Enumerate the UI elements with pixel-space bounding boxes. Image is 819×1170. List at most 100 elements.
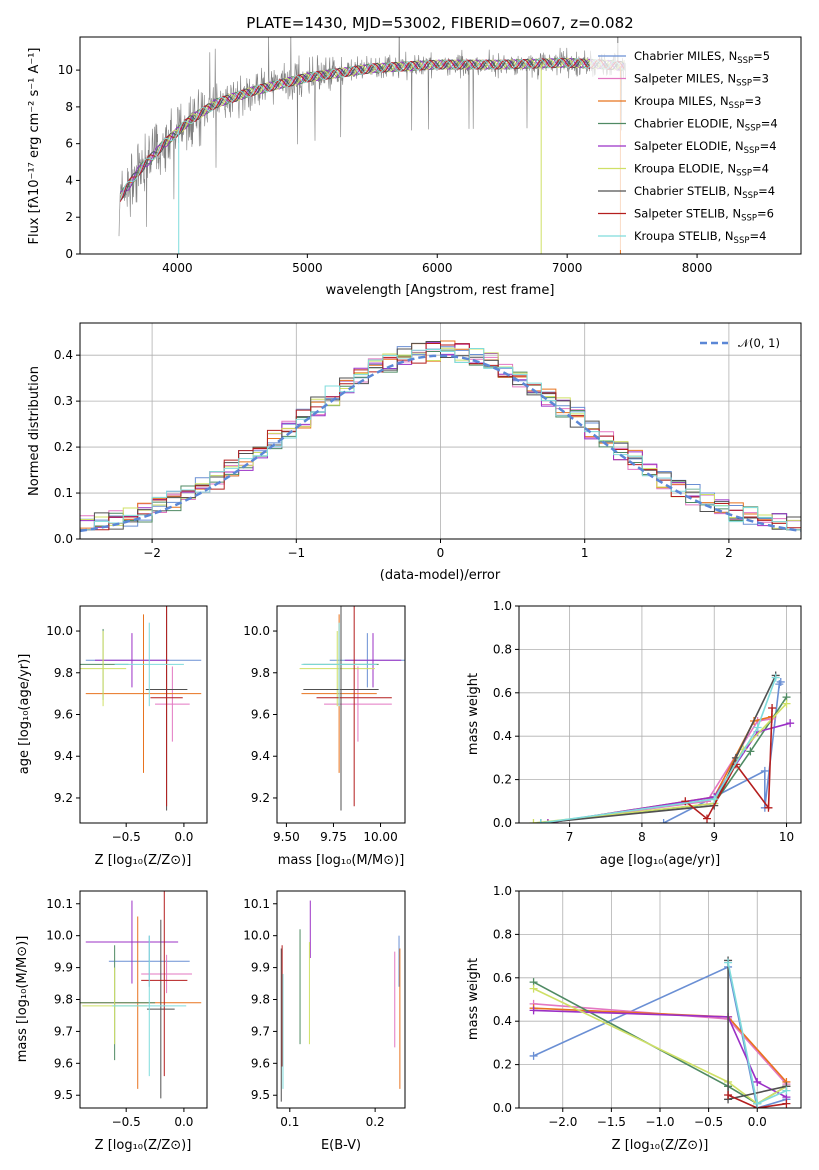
- residual-xtick-label: 0: [437, 546, 445, 560]
- residual-xtick-label: −1: [287, 546, 305, 560]
- weight-vs-age-panel: 7 8 9 10 0.0 0.2 0.4 0.6 0.8 1.0 age [log₁₀(age/y…: [466, 599, 802, 868]
- weight-vs-z-xtick-label: −1.5: [597, 1115, 626, 1129]
- age-vs-mass-ytick-label: 9.6: [251, 708, 270, 722]
- mass-vs-z-panel: −0.5 0.0 9.5 9.6 9.7 9.8 9.9 10.0 10.1 Z [log₁₀(…: [15, 890, 208, 1153]
- spectrum-xtick-label: 7000: [552, 261, 583, 275]
- mass-vs-z-frame: [79, 890, 208, 1109]
- weight-vs-age-ticks: 7 8 9 10 0.0 0.2 0.4 0.6 0.8 1.0: [493, 599, 794, 844]
- legend-label: Chabrier ELODIE, NSSP=4: [634, 117, 778, 134]
- weight-vs-age-point-marker: [659, 819, 668, 823]
- mass-vs-ebv-xtick-label: 0.1: [280, 1115, 299, 1129]
- mass-vs-ebv-ytick-label: 10.0: [243, 929, 270, 943]
- weight-vs-age-point-marker: [710, 795, 719, 804]
- weight-vs-z-frame: [518, 890, 802, 1109]
- weight-vs-age-point-marker: [771, 673, 780, 682]
- legend-label: Kroupa ELODIE, NSSP=4: [634, 162, 769, 179]
- mass-vs-z-ytick-label: 9.6: [54, 1056, 73, 1070]
- residual-ytick-label: 0.0: [54, 532, 73, 546]
- model-spectrum-line: [119, 57, 625, 200]
- model-spectrum-line: [165, 57, 625, 147]
- mass-vs-z-ytick-label: 10.1: [46, 897, 73, 911]
- mass-vs-z-ylabel: mass [log₁₀(M/M⊙)]: [15, 936, 30, 1063]
- spectrum-xtick-label: 4000: [162, 261, 193, 275]
- age-vs-z-ylabel: age [log₁₀(age/yr)]: [17, 654, 32, 775]
- legend-label: Salpeter STELIB, NSSP=6: [634, 207, 774, 224]
- weight-vs-age-point-marker: [753, 723, 762, 732]
- mass-vs-ebv-frame: [276, 890, 406, 1109]
- legend-label: Chabrier MILES, NSSP=5: [634, 49, 770, 66]
- weight-vs-age-ytick-label: 0.0: [493, 816, 512, 830]
- spectrum-panel: PLATE=1430, MJD=53002, FIBERID=0607, z=0…: [27, 14, 802, 298]
- weight-vs-z-xlabel: Z [log₁₀(Z/Z⊙)]: [612, 1138, 709, 1153]
- weight-vs-z-point-marker: [753, 1077, 762, 1086]
- spectrum-xtick-label: 6000: [422, 261, 453, 275]
- mass-vs-z-plot-area: [80, 891, 202, 1099]
- age-vs-mass-frame: [276, 605, 406, 824]
- spectrum-ytick-label: 4: [65, 173, 73, 187]
- age-vs-z-ytick-label: 10.0: [46, 624, 73, 638]
- age-vs-z-xtick-label: −0.5: [112, 830, 141, 844]
- legend-gaussian-label: 𝒩(0, 1): [738, 336, 780, 350]
- residual-panel: −2 −1 0 1 2 0.0 0.1 0.2 0.3 0.4 (data-model)/erro…: [27, 322, 802, 583]
- residual-ytick-label: 0.2: [54, 440, 73, 454]
- weight-vs-age-ytick-label: 0.4: [493, 729, 512, 743]
- mass-vs-ebv-panel: 0.1 0.2 9.5 9.6 9.7 9.8 9.9 10.0 10.1 E(B-V): [243, 890, 406, 1153]
- age-vs-mass-ytick-label: 10.0: [243, 624, 270, 638]
- legend-label: Kroupa MILES, NSSP=3: [634, 94, 761, 111]
- mass-vs-z-ytick-label: 9.5: [54, 1088, 73, 1102]
- age-vs-z-ticks: −0.5 0.0 9.2 9.4 9.6 9.8 10.0: [46, 624, 193, 844]
- residual-plot-area: [80, 340, 801, 533]
- residual-ytick-label: 0.3: [54, 394, 73, 408]
- age-vs-mass-xtick-label: 9.50: [273, 830, 300, 844]
- residual-frame: [79, 322, 802, 540]
- residual-xtick-label: −2: [143, 546, 161, 560]
- mass-vs-ebv-ytick-label: 9.9: [251, 961, 270, 975]
- age-vs-mass-ytick-label: 9.4: [251, 749, 270, 763]
- residual-legend: 𝒩(0, 1): [700, 336, 780, 350]
- weight-vs-z-xtick-label: −2.0: [548, 1115, 577, 1129]
- weight-vs-z-point-marker: [724, 958, 733, 967]
- weight-vs-z-ytick-label: 0.6: [493, 971, 512, 985]
- age-vs-mass-xtick-label: 9.75: [320, 830, 347, 844]
- spectrum-xtick-label: 5000: [292, 261, 323, 275]
- spectrum-ytick-label: 0: [65, 247, 73, 261]
- weight-vs-age-point-marker: [786, 719, 795, 728]
- weight-vs-age-point-marker: [782, 699, 791, 708]
- age-vs-z-plot-area: [80, 606, 202, 811]
- mass-vs-z-ytick-label: 9.7: [54, 1024, 73, 1038]
- mass-vs-ebv-xlabel: E(B-V): [321, 1138, 361, 1153]
- age-vs-mass-ticks: 9.50 9.75 10.00 9.2 9.4 9.6 9.8 10.0: [243, 624, 397, 844]
- weight-vs-age-point-marker: [681, 797, 690, 806]
- weight-vs-age-point-marker: [746, 747, 755, 756]
- weight-vs-z-series-line: [727, 1094, 787, 1108]
- residual-ylabel: Normed distribution: [27, 366, 42, 496]
- legend-label: Salpeter ELODIE, NSSP=4: [634, 139, 777, 156]
- weight-vs-age-series-line: [540, 677, 777, 823]
- weight-vs-z-ytick-label: 0.8: [493, 927, 512, 941]
- weight-vs-z-point-marker: [782, 1086, 791, 1095]
- weight-vs-z-point-marker: [529, 1051, 538, 1060]
- weight-vs-z-point-marker: [529, 984, 538, 993]
- weight-vs-z-point-marker: [724, 1090, 733, 1099]
- mass-vs-z-ytick-label: 9.9: [54, 961, 73, 975]
- mass-vs-z-xtick-label: 0.0: [174, 1115, 193, 1129]
- weight-vs-age-point-marker: [529, 819, 538, 823]
- weight-vs-z-xtick-label: 0.0: [748, 1115, 767, 1129]
- model-spectrum-line: [120, 57, 625, 200]
- mass-vs-ebv-ytick-label: 9.7: [251, 1024, 270, 1038]
- legend-label: Kroupa STELIB, NSSP=4: [634, 229, 766, 246]
- weight-vs-z-ylabel: mass weight: [466, 958, 481, 1040]
- weight-vs-z-ytick-label: 0.2: [493, 1058, 512, 1072]
- weight-vs-age-ytick-label: 0.2: [493, 773, 512, 787]
- mass-vs-z-ytick-label: 9.8: [54, 993, 73, 1007]
- spectrum-ytick-label: 8: [65, 100, 73, 114]
- spectrum-frame: [79, 36, 802, 255]
- spectrum-ticks: 4000 5000 6000 7000 8000 0 2 4 6 8 10: [58, 63, 713, 275]
- weight-vs-z-ytick-label: 0.4: [493, 1014, 512, 1028]
- age-vs-z-ytick-label: 9.4: [54, 749, 73, 763]
- age-vs-z-ytick-label: 9.2: [54, 791, 73, 805]
- weight-vs-age-ytick-label: 0.8: [493, 642, 512, 656]
- spectrum-xlabel: wavelength [Angstrom, rest frame]: [326, 283, 555, 298]
- spectrum-xtick-label: 8000: [682, 261, 713, 275]
